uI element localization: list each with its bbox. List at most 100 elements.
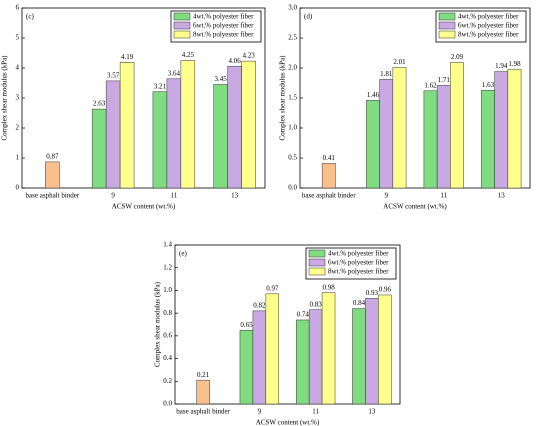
x-tick-label: base asphalt binder — [26, 192, 80, 200]
bar — [352, 308, 366, 405]
y-tick-label: 1.5 — [288, 94, 297, 102]
panel: 0 1 2 3 4 5 6 base asphalt binder 0.87 9 2.63 3.57 4… — [1, 4, 266, 211]
value-label: 4.25 — [182, 51, 195, 59]
y-axis-label: Complex shear modulus (kPa) — [279, 55, 287, 141]
bar — [91, 108, 107, 189]
y-tick-label: 3 — [16, 94, 20, 102]
bar — [196, 379, 210, 405]
x-tick-label: 9 — [111, 192, 115, 200]
y-axis-label: Complex shear modulus (kPa) — [154, 281, 162, 367]
panel: 0.0 0.2 0.4 0.6 0.8 1.0 1.2 1.4 base asphalt bin… — [154, 241, 401, 426]
legend-swatch — [308, 258, 326, 267]
bar — [152, 91, 168, 189]
value-label: 2.63 — [93, 100, 106, 108]
bar — [239, 329, 254, 405]
legend-label: 6wt.% polyester fiber — [193, 22, 254, 30]
bar — [423, 90, 438, 189]
value-label: 1.81 — [380, 70, 393, 78]
legend-box — [305, 247, 397, 280]
bar — [227, 65, 242, 189]
y-tick-label: 5 — [16, 34, 20, 42]
y-tick-label: 1.0 — [163, 286, 172, 294]
y-tick-label: 1 — [16, 154, 20, 162]
value-label: 0.84 — [353, 299, 366, 307]
value-label: 0.65 — [240, 321, 253, 329]
value-label: 0.74 — [297, 311, 310, 319]
legend-label: 8wt.% polyester fiber — [328, 268, 389, 276]
bar — [295, 319, 310, 405]
legend-swatch — [173, 12, 191, 21]
value-label: 0.87 — [46, 153, 59, 161]
bar — [365, 298, 379, 405]
x-tick-label: 13 — [498, 192, 506, 200]
plot-frame — [174, 244, 401, 405]
bar — [180, 60, 196, 189]
y-tick-label: 2 — [16, 124, 20, 132]
x-tick-label: 11 — [440, 192, 447, 200]
legend-label: 4wt.% polyester fiber — [458, 13, 519, 21]
y-tick-label: 0 — [16, 184, 20, 192]
x-tick-label: 11 — [312, 408, 319, 416]
value-label: 0.93 — [366, 289, 379, 297]
legend-swatch — [308, 249, 326, 258]
value-label: 3.64 — [168, 69, 181, 77]
value-label: 1.62 — [424, 81, 437, 89]
legend-label: 6wt.% polyester fiber — [458, 22, 519, 30]
x-tick-label: base asphalt binder — [176, 408, 230, 416]
y-tick-label: 0.2 — [163, 377, 172, 385]
bar — [494, 71, 509, 189]
x-tick-label: 11 — [171, 192, 178, 200]
bar — [481, 89, 495, 189]
panel-label: (e) — [179, 250, 187, 258]
bar — [378, 294, 392, 405]
legend-swatch — [173, 30, 191, 39]
value-label: 4.19 — [121, 53, 134, 61]
value-label: 0.41 — [323, 154, 336, 162]
legend-box — [170, 10, 262, 43]
bar — [213, 84, 228, 189]
value-label: 1.98 — [508, 60, 521, 68]
y-tick-label: 2.0 — [288, 64, 297, 72]
x-tick-label: 9 — [385, 192, 389, 200]
value-label: 0.83 — [310, 300, 323, 308]
x-tick-label: base asphalt binder — [302, 192, 356, 200]
value-label: 3.21 — [154, 82, 167, 90]
bar — [366, 100, 380, 189]
legend-swatch — [438, 21, 456, 30]
x-axis-label: ACSW content (wt.%) — [112, 203, 176, 211]
y-tick-label: 1.4 — [163, 241, 172, 249]
bar — [241, 60, 256, 189]
bar — [119, 62, 135, 189]
value-label: 1.94 — [495, 62, 508, 70]
y-tick-label: 0.5 — [288, 154, 297, 162]
bar — [321, 163, 336, 189]
x-axis-label: ACSW content (wt.%) — [383, 203, 447, 211]
y-tick-label: 1.2 — [163, 263, 172, 271]
bar — [450, 62, 464, 189]
y-tick-label: 4 — [16, 64, 20, 72]
value-label: 0.82 — [253, 301, 266, 309]
y-tick-label: 0.6 — [163, 331, 172, 339]
x-tick-label: 13 — [231, 192, 239, 200]
legend-swatch — [173, 21, 191, 30]
value-label: 4.06 — [229, 57, 242, 65]
bar — [507, 68, 522, 189]
bar — [321, 292, 336, 405]
bar — [436, 85, 451, 189]
panel-label: (c) — [26, 13, 34, 21]
y-tick-label: 0.8 — [163, 309, 172, 317]
bar — [252, 310, 267, 405]
legend-label: 4wt.% polyester fiber — [328, 250, 389, 258]
bar — [308, 309, 323, 405]
bar — [45, 161, 60, 189]
legend-swatch — [308, 267, 326, 276]
value-label: 3.45 — [215, 75, 228, 83]
legend-swatch — [438, 12, 456, 21]
legend-label: 6wt.% polyester fiber — [328, 259, 389, 267]
y-tick-label: 2.5 — [288, 34, 297, 42]
value-label: 3.57 — [107, 72, 120, 80]
y-tick-label: 0.0 — [163, 400, 172, 408]
y-axis-label: Complex shear modulus (kPa) — [1, 55, 9, 141]
bar — [105, 80, 121, 189]
